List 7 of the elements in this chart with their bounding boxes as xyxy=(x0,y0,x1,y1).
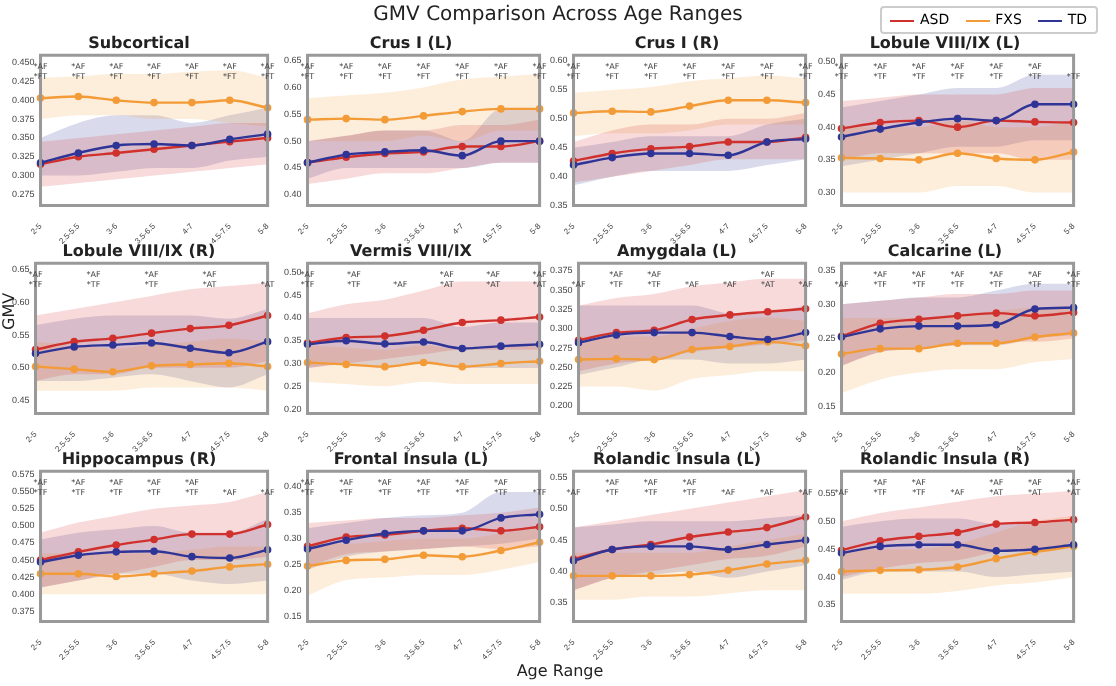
chart-title: Crus I (L) xyxy=(369,33,453,52)
chart-title: Lobule VIII/IX (L) xyxy=(869,33,1021,52)
chart-title: Subcortical xyxy=(88,33,191,52)
y-axis-title: GMV xyxy=(0,292,18,330)
x-axis-title: Age Range xyxy=(514,662,606,680)
chart-title: Crus I (R) xyxy=(634,33,720,52)
text: GMV Comparison Across Age Ranges xyxy=(373,4,743,26)
